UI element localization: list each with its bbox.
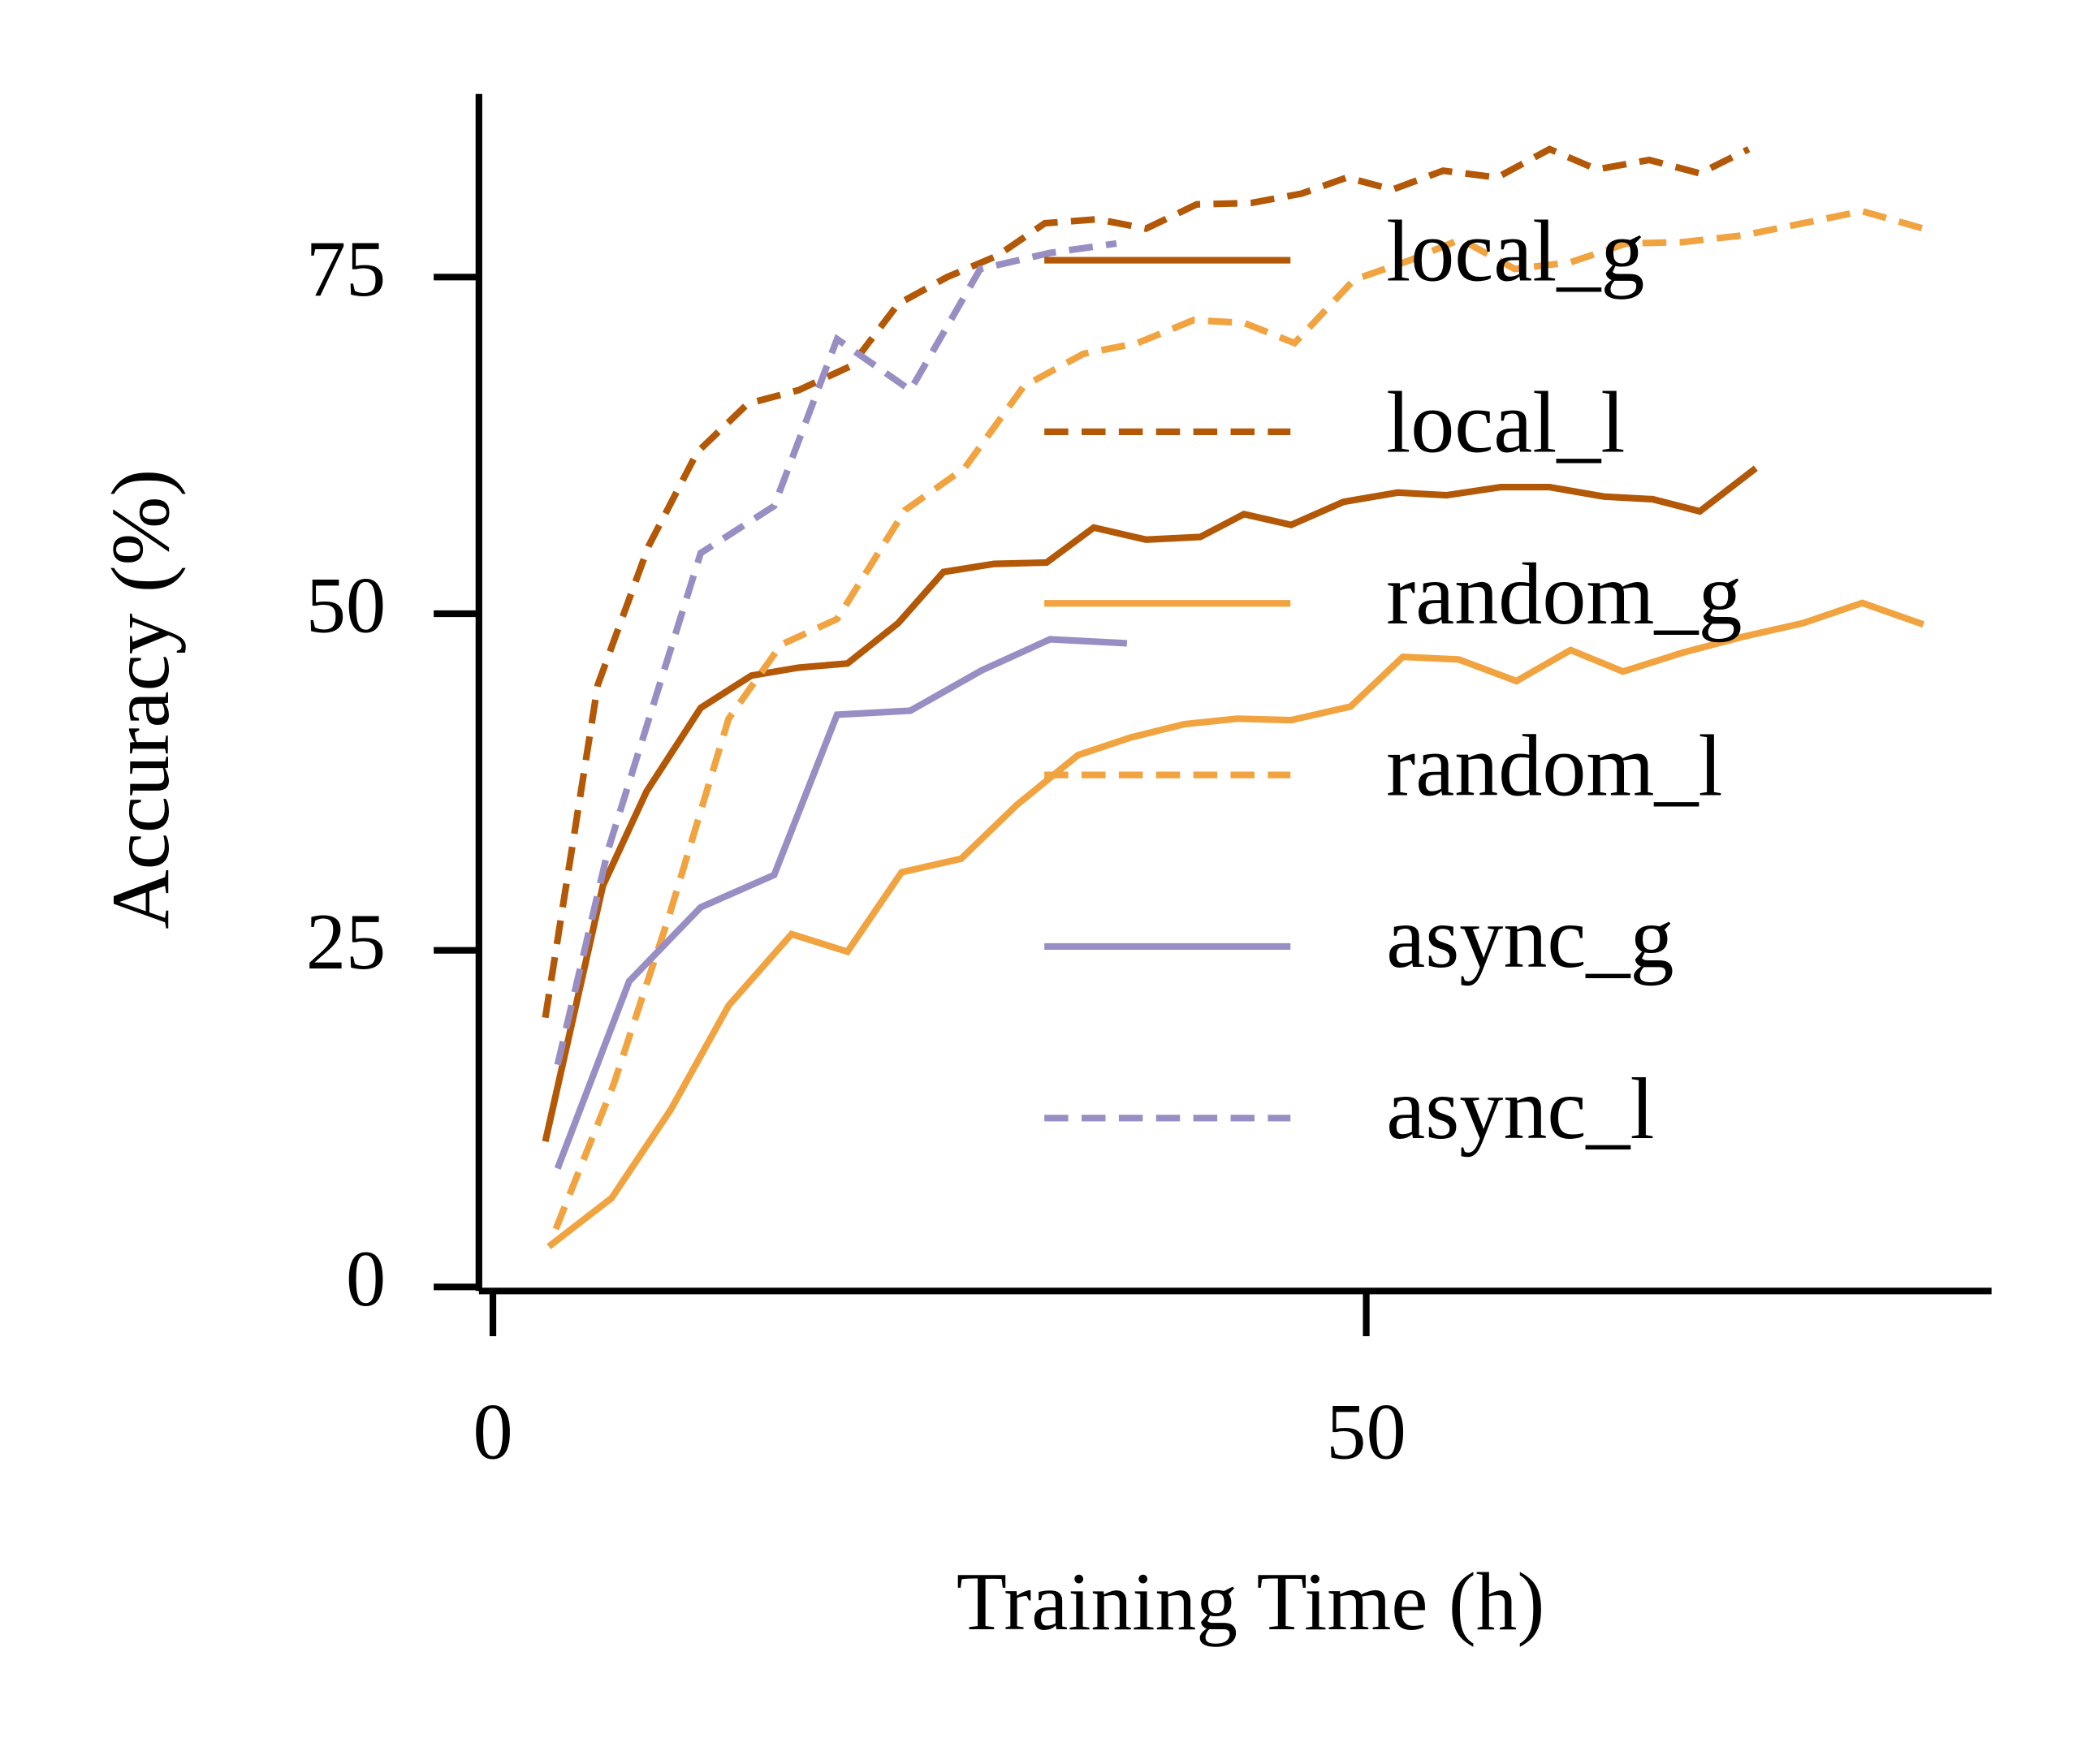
x-axis-label: Training Time (h) [957, 1555, 1544, 1647]
data-line [546, 599, 1925, 1249]
x-tick-label: 50 [1326, 1387, 1406, 1476]
y-tick-label: 50 [306, 562, 386, 650]
legend-label: async_g [1386, 890, 1674, 986]
data-line [552, 207, 1924, 1231]
y-tick-label: 25 [306, 898, 386, 986]
legend-label: local_g [1386, 203, 1644, 300]
data-line [554, 239, 1117, 1066]
data-line [554, 636, 1128, 1170]
data-line [542, 465, 1758, 1143]
y-tick-label: 0 [346, 1235, 386, 1323]
legend-label: async_l [1386, 1061, 1654, 1158]
data-line [542, 145, 1751, 1019]
legend-label: local_l [1386, 375, 1625, 472]
x-tick-label: 0 [473, 1387, 512, 1476]
y-axis-label: Accuracy (%) [94, 469, 186, 929]
y-tick-label: 75 [306, 225, 386, 313]
legend-label: random_l [1386, 718, 1722, 814]
legend-label: random_g [1386, 546, 1742, 643]
